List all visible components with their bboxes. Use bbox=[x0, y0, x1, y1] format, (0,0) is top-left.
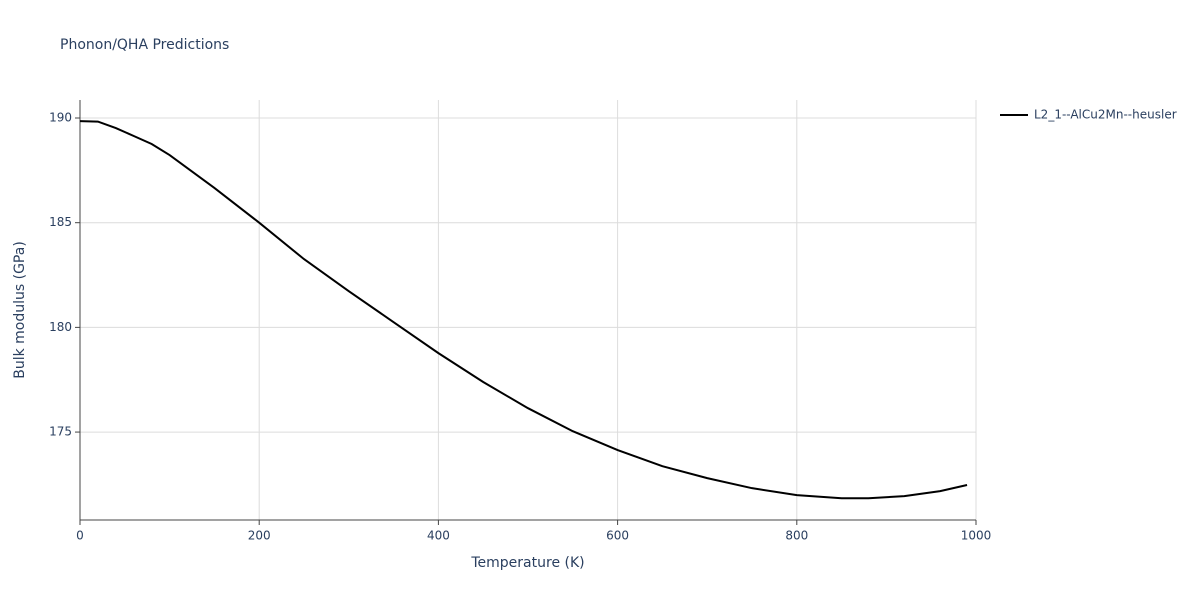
x-tick-label: 600 bbox=[606, 529, 629, 543]
y-axis-title: Bulk modulus (GPa) bbox=[12, 241, 28, 379]
chart-title: Phonon/QHA Predictions bbox=[60, 37, 229, 53]
line bbox=[79, 120, 968, 500]
x-tick-label: 800 bbox=[785, 529, 808, 543]
x-axis-title: Temperature (K) bbox=[470, 555, 584, 571]
y-tick-label: 190 bbox=[49, 111, 72, 125]
x-tick-label: 200 bbox=[248, 529, 271, 543]
y-tick-label: 180 bbox=[49, 320, 72, 334]
y-tick-label: 175 bbox=[49, 425, 72, 439]
x-tick-label: 1000 bbox=[961, 529, 992, 543]
x-tick-label: 0 bbox=[76, 529, 84, 543]
x-tick-label: 400 bbox=[427, 529, 450, 543]
legend-label: L2_1--AlCu2Mn--heusler bbox=[1034, 108, 1177, 122]
y-tick-label: 185 bbox=[49, 215, 72, 229]
